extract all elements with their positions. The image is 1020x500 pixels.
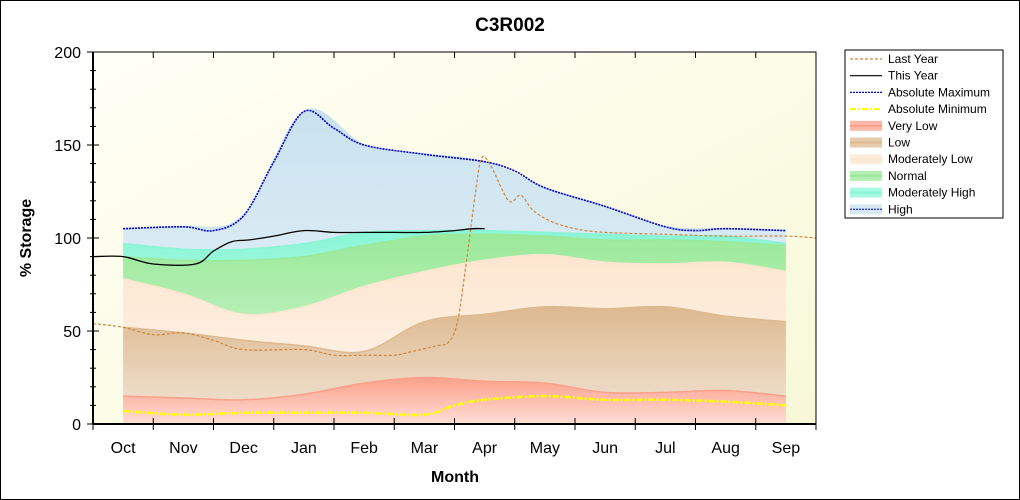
series-line-absolute-maximum bbox=[123, 109, 786, 232]
x-tick-label: Jan bbox=[291, 440, 317, 457]
bands-layer bbox=[122, 108, 787, 424]
band-edge-moderately-low bbox=[122, 253, 787, 316]
axes-layer: 0 50 100 150 200 Oct Nov Dec Jan Feb Mar Apr May Jun J… bbox=[54, 45, 817, 457]
legend-label-moderately-low: Moderately Low bbox=[888, 152, 973, 166]
x-tick-label: Oct bbox=[111, 440, 136, 457]
x-tick-label: Sep bbox=[772, 440, 801, 457]
x-tick-label: Feb bbox=[350, 440, 378, 457]
legend-label-moderately-high: Moderately High bbox=[888, 186, 975, 200]
x-axis-label: Month bbox=[431, 469, 479, 486]
x-tick-label: Jun bbox=[592, 440, 618, 457]
y-tick-label: 100 bbox=[54, 231, 81, 248]
legend-label-absolute-minimum: Absolute Minimum bbox=[888, 102, 987, 116]
band-edge-low bbox=[123, 305, 786, 354]
y-tick-label: 200 bbox=[54, 45, 81, 62]
x-tick-label: Nov bbox=[169, 440, 197, 457]
legend-label-low: Low bbox=[888, 136, 910, 150]
legend-label-this-year: This Year bbox=[888, 69, 938, 83]
series-line-last-year bbox=[92, 155, 817, 357]
legend-label-normal: Normal bbox=[888, 169, 927, 183]
y-tick-label: 0 bbox=[72, 417, 81, 434]
band-edge-very-low bbox=[123, 376, 786, 401]
x-tick-label: Dec bbox=[229, 440, 257, 457]
x-tick-label: Apr bbox=[472, 440, 498, 457]
band-edge-normal bbox=[123, 233, 786, 262]
x-tick-label: May bbox=[530, 440, 560, 457]
x-tick-label: Jul bbox=[655, 440, 675, 457]
series-line-absolute-minimum bbox=[123, 394, 786, 417]
y-tick-label: 150 bbox=[54, 138, 81, 155]
lines-layer bbox=[92, 109, 817, 417]
chart-title: C3R002 bbox=[475, 15, 545, 36]
legend-label-very-low: Very Low bbox=[888, 119, 938, 133]
legend-label-high: High bbox=[888, 202, 913, 216]
legend: Last Year This Year Absolute Maximum Absolu… bbox=[844, 49, 1004, 219]
y-tick-label: 50 bbox=[63, 324, 81, 341]
legend-label-absolute-maximum: Absolute Maximum bbox=[888, 85, 990, 99]
x-tick-label: Aug bbox=[711, 440, 739, 457]
x-tick-label: Mar bbox=[411, 440, 439, 457]
legend-label-last-year: Last Year bbox=[888, 52, 938, 66]
series-line-this-year bbox=[92, 227, 485, 266]
y-axis-label: % Storage bbox=[18, 199, 35, 277]
